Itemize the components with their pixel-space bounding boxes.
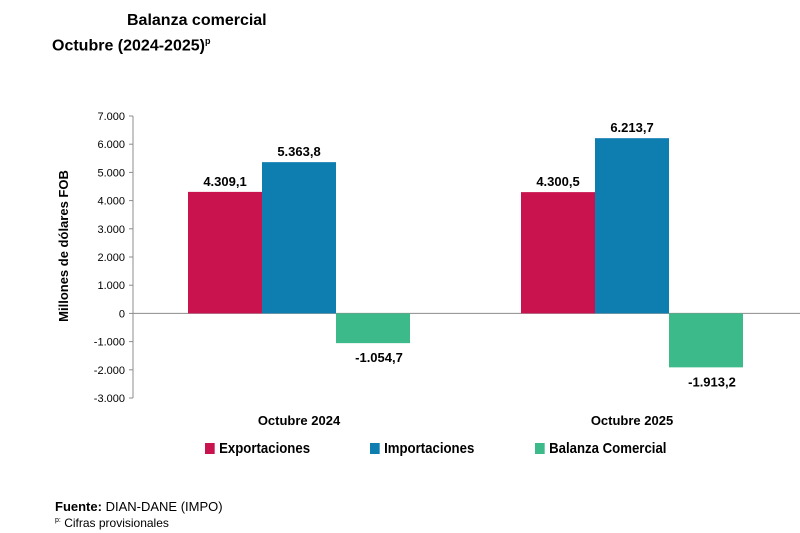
note-mark: p: [55,517,61,524]
subtitle-text: Octubre (2024-2025) [52,37,205,55]
y-axis: 7.000 6.000 5.000 4.000 3.000 2.000 1.000 0 -1.0… [94,111,800,405]
data-label-importaciones-1: 5.363,8 [277,144,320,159]
data-label-balanza-comercial-1: -1.054,7 [355,350,403,365]
legend-item-exportaciones: Exportaciones [205,440,310,457]
data-label-balanza-comercial-2: -1.913,2 [688,374,736,389]
bars-group: 4.309,1 5.363,8 -1.054,7 Octubre 2024 4.300,… [188,120,743,428]
data-label-importaciones-2: 6.213,7 [610,120,653,135]
y-tick-label: 0 [119,308,125,320]
legend-label-balanza-comercial: Balanza Comercial [548,440,667,457]
legend-swatch-importaciones [370,443,381,454]
y-tick-label: 5.000 [97,167,125,179]
y-tick-label: 4.000 [97,196,125,208]
bar-balanza-comercial-2 [669,313,743,368]
source-text: DIAN-DANE (IMPO) [105,499,223,514]
y-tick-label: 1.000 [97,280,125,292]
y-tick-label: 2.000 [97,252,125,264]
data-label-exportaciones-1: 4.309,1 [203,174,246,189]
bar-exportaciones-2 [521,192,595,314]
y-axis-label: Millones de dólares FOB [56,170,71,322]
x-category-label: Octubre 2024 [258,413,341,428]
note-text: Cifras provisionales [64,516,169,530]
legend: Exportaciones Importaciones Balanza Come… [205,440,730,457]
legend-label-exportaciones: Exportaciones [219,440,311,457]
y-tick-label: -1.000 [94,337,125,349]
chart-title: Balanza comercial [127,12,267,29]
source-note: Fuente: DIAN-DANE (IMPO) [55,499,223,514]
legend-swatch-exportaciones [205,443,215,454]
source-label: Fuente: [55,499,102,514]
legend-swatch-balanza-comercial [534,443,545,454]
legend-label-importaciones: Importaciones [384,440,475,457]
y-tick-label: 7.000 [97,111,125,123]
y-tick-label: 3.000 [97,224,125,236]
bar-balanza-comercial-1 [336,313,410,344]
bar-importaciones-1 [262,162,336,314]
legend-item-balanza-comercial: Balanza Comercial [534,440,667,457]
bar-exportaciones-1 [188,191,262,314]
data-label-exportaciones-2: 4.300,5 [536,174,579,189]
x-category-label: Octubre 2025 [591,413,673,428]
chart-subtitle: Octubre (2024-2025)p [52,36,210,55]
provisional-mark: p [204,36,211,46]
y-tick-label: -2.000 [94,365,125,377]
provisional-note: p: Cifras provisionales [55,516,169,530]
y-tick-label: -3.000 [94,393,125,405]
legend-item-importaciones: Importaciones [370,440,475,457]
y-tick-label: 6.000 [97,139,125,151]
bar-importaciones-2 [595,138,669,314]
